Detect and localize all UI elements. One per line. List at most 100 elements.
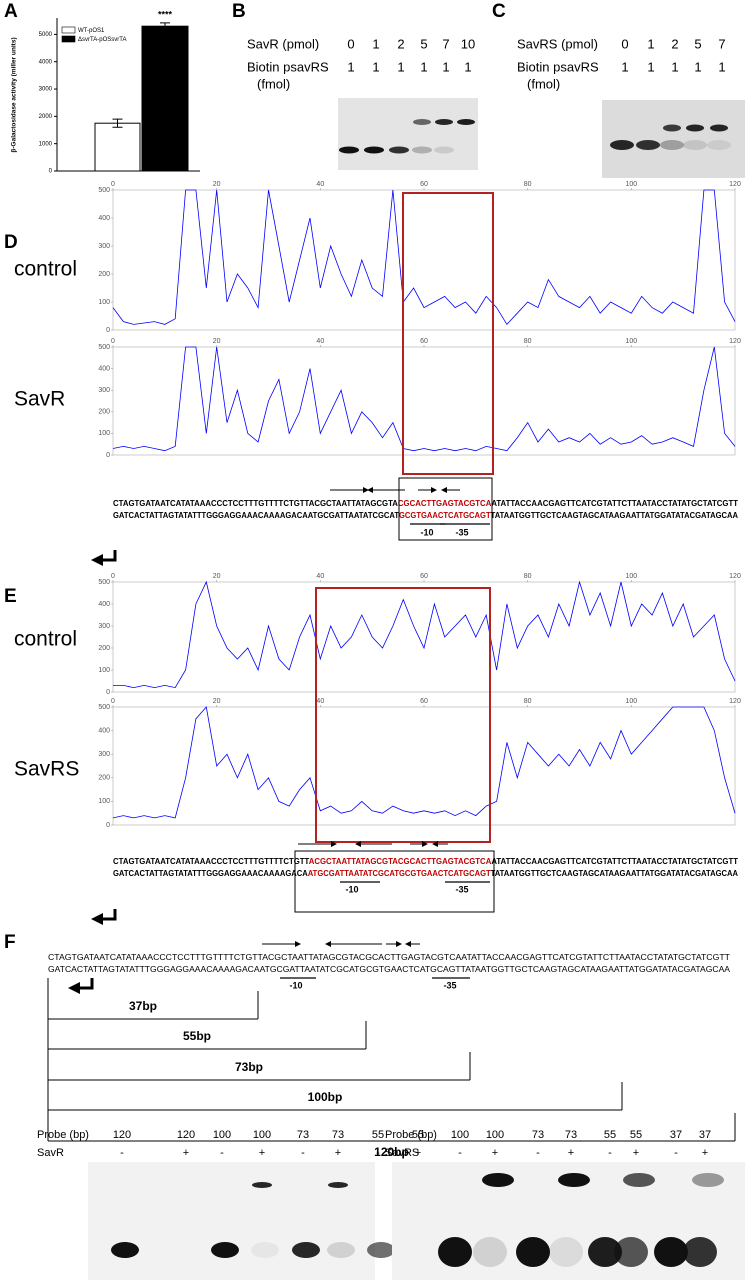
lane-value: + bbox=[335, 1147, 341, 1159]
trace-label: control bbox=[14, 628, 77, 651]
row-note: (fmol) bbox=[257, 76, 290, 91]
lane-value: 73 bbox=[297, 1129, 309, 1141]
lane-value: 1 bbox=[420, 59, 427, 74]
sequence-line: CTAGTGATAATCATATAAACCCTCCTTTGTTTTCTGTTAC… bbox=[113, 857, 738, 866]
legend-swatch bbox=[61, 26, 76, 34]
y-tick-label: 300 bbox=[98, 243, 110, 250]
row-label: SavR bbox=[37, 1147, 64, 1159]
gel-band bbox=[438, 1237, 472, 1267]
legend-label: ΔsvrTA-pOSsvrTA bbox=[78, 37, 126, 43]
lane-value: 120 bbox=[113, 1129, 131, 1141]
x-tick-label: 60 bbox=[420, 181, 428, 188]
panel-label: B bbox=[232, 1, 246, 22]
y-tick-label: 0 bbox=[49, 169, 53, 175]
lane-value: 1 bbox=[442, 59, 449, 74]
y-tick-label: 0 bbox=[106, 327, 110, 334]
y-tick-label: 3000 bbox=[39, 87, 53, 93]
gel-band bbox=[610, 140, 634, 150]
lane-value: - bbox=[301, 1147, 305, 1159]
panel-label: F bbox=[4, 932, 16, 953]
gel-band bbox=[707, 140, 731, 150]
x-tick-label: 40 bbox=[316, 573, 324, 580]
gel-band bbox=[549, 1237, 583, 1267]
gel-band bbox=[683, 140, 707, 150]
gel-band bbox=[457, 119, 475, 125]
row-label: SavRS bbox=[385, 1147, 419, 1159]
y-tick-label: 300 bbox=[98, 623, 110, 630]
x-tick-label: 100 bbox=[625, 181, 637, 188]
lane-value: 100 bbox=[213, 1129, 231, 1141]
y-tick-label: 400 bbox=[98, 601, 110, 608]
x-tick-label: 0 bbox=[111, 573, 115, 580]
row-note: (fmol) bbox=[527, 76, 560, 91]
promoter-arrow bbox=[91, 909, 117, 925]
y-tick-label: 2000 bbox=[39, 114, 53, 120]
box-label: -10 bbox=[420, 527, 433, 537]
row-label: Biotin psavRS bbox=[247, 59, 329, 74]
lane-value: - bbox=[220, 1147, 224, 1159]
gel-band bbox=[473, 1237, 507, 1267]
gel-band bbox=[660, 140, 684, 150]
gel-band bbox=[683, 1237, 717, 1267]
lane-value: + bbox=[492, 1147, 498, 1159]
gel-band bbox=[663, 124, 681, 132]
lane-value: 2 bbox=[671, 36, 678, 51]
y-tick-label: 0 bbox=[106, 689, 110, 696]
trace bbox=[112, 346, 736, 452]
y-tick-label: 500 bbox=[98, 187, 110, 194]
gel-band bbox=[328, 1182, 348, 1188]
lane-value: 0 bbox=[347, 36, 354, 51]
sequence-segment: GATCACTATTAGTATATTTGGGAGGAAACAAAAGACAATG… bbox=[113, 511, 399, 520]
lane-value: 1 bbox=[464, 59, 471, 74]
lane-value: 73 bbox=[565, 1129, 577, 1141]
sequence-segment: GATCACTATTAGTATATTTGGGAGGAAACAAAAGACAATG… bbox=[48, 965, 731, 974]
sequence-box bbox=[294, 850, 495, 913]
lane-value: 1 bbox=[347, 59, 354, 74]
lane-value: 1 bbox=[621, 59, 628, 74]
x-tick-label: 100 bbox=[625, 573, 637, 580]
gel-band bbox=[435, 119, 453, 125]
x-tick-label: 0 bbox=[111, 698, 115, 705]
y-tick-label: 400 bbox=[98, 365, 110, 372]
lane-value: 1 bbox=[397, 59, 404, 74]
x-tick-label: 120 bbox=[729, 181, 741, 188]
lane-value: 1 bbox=[647, 59, 654, 74]
y-tick-label: 200 bbox=[98, 409, 110, 416]
x-tick-label: 40 bbox=[316, 698, 324, 705]
lane-value: 73 bbox=[532, 1129, 544, 1141]
y-tick-label: 300 bbox=[98, 751, 110, 758]
y-tick-label: 100 bbox=[98, 798, 110, 805]
y-tick-label: 1000 bbox=[39, 141, 53, 147]
sequence-segment: ATGCGATTAATATCGCATGCGTGAACTCATGCAGT bbox=[308, 869, 491, 878]
x-tick-label: 120 bbox=[729, 338, 741, 345]
x-tick-label: 100 bbox=[625, 698, 637, 705]
bar bbox=[141, 25, 189, 172]
x-tick-label: 20 bbox=[213, 181, 221, 188]
fragment-label: 37bp bbox=[129, 999, 157, 1013]
lane-value: 1 bbox=[647, 36, 654, 51]
x-tick-label: 20 bbox=[213, 573, 221, 580]
lane-value: 100 bbox=[253, 1129, 271, 1141]
y-tick-label: 200 bbox=[98, 271, 110, 278]
highlight-box bbox=[402, 192, 494, 475]
lane-value: - bbox=[458, 1147, 462, 1159]
promoter-arrow bbox=[68, 978, 94, 994]
lane-value: 5 bbox=[420, 36, 427, 51]
lane-value: 37 bbox=[670, 1129, 682, 1141]
lane-value: 0 bbox=[621, 36, 628, 51]
promoter-arrow bbox=[91, 550, 117, 566]
gel-band bbox=[251, 1242, 279, 1258]
lane-value: + bbox=[568, 1147, 574, 1159]
trace bbox=[113, 580, 736, 689]
gel-band bbox=[482, 1173, 514, 1187]
gel-band bbox=[211, 1242, 239, 1258]
y-tick-label: 100 bbox=[98, 667, 110, 674]
sequence-line: CTAGTGATAATCATATAAACCCTCCTTTGTTTTCTGTTAC… bbox=[113, 499, 738, 508]
lane-value: + bbox=[702, 1147, 708, 1159]
bar bbox=[94, 122, 141, 172]
y-tick-label: 5000 bbox=[39, 32, 53, 38]
sequence-segment: CGCACTTGAGTACGTCA bbox=[398, 499, 492, 508]
panel-label: D bbox=[4, 232, 18, 253]
gel-band bbox=[292, 1242, 320, 1258]
sequence-segment: ATATTACCAACGAGTTCATCGTATTCTTAATACCTATATG… bbox=[491, 499, 738, 508]
